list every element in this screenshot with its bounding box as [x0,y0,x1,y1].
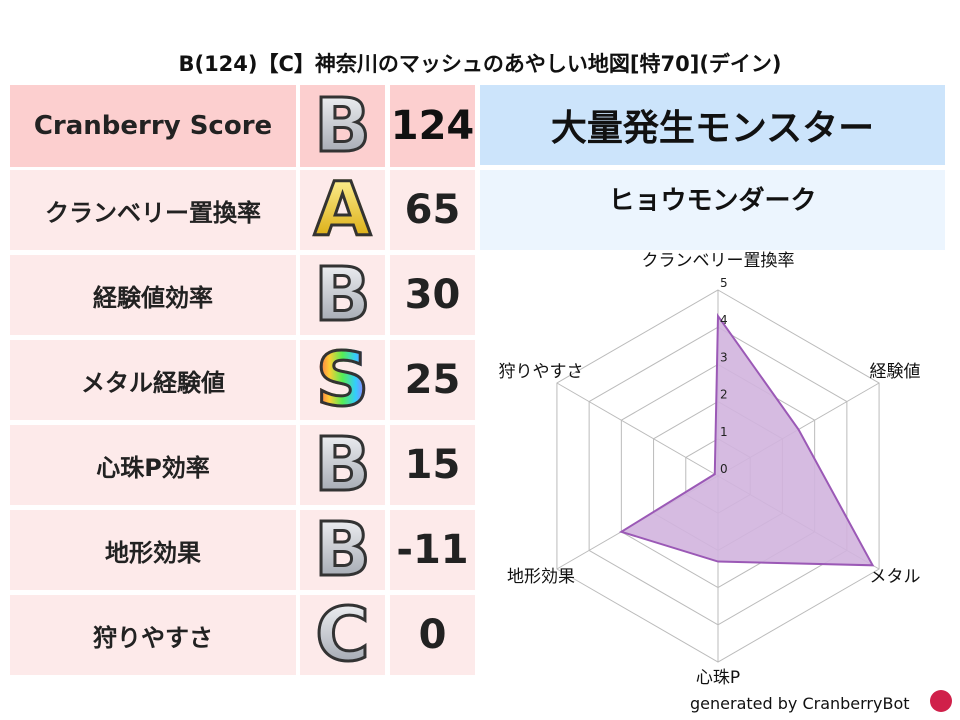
tick-label: 0 [720,462,728,476]
tick-label: 2 [720,388,728,402]
rank-letter-icon: B [313,252,372,338]
row-label: 経験値効率 [10,255,296,335]
rank-letter-icon: B [313,507,372,593]
rank-letter-icon: S [314,337,370,423]
rank-badge: C [300,595,385,675]
rank-badge: B [300,85,385,167]
row-label: 狩りやすさ [10,595,296,675]
rank-letter-icon: A [312,167,372,253]
rank-badge: B [300,510,385,590]
row-value: 15 [390,425,475,505]
row-value: 25 [390,340,475,420]
series-area [618,312,875,567]
grid-spoke [556,382,719,477]
axis-label: 心珠P [696,668,740,688]
axis-label: クランベリー置換率 [642,251,795,271]
tick-label: 1 [720,425,728,439]
tick-label: 5 [720,276,728,290]
rank-badge: S [300,340,385,420]
row-label: 心珠P効率 [10,425,296,505]
rank-letter-icon: B [313,422,372,508]
row-label: クランベリー置換率 [10,170,296,250]
row-value: 124 [390,85,475,167]
row-label: Cranberry Score [10,85,296,167]
footer-credit: generated by CranberryBot [690,694,910,713]
row-value: 0 [390,595,475,675]
axis-label: 地形効果 [507,567,575,587]
rank-badge: A [300,170,385,250]
page-title: B(124)【C】神奈川のマッシュのあやしい地図[特70](デイン) [178,52,782,76]
rank-letter-icon: B [313,83,372,169]
tick-label: 4 [720,313,728,327]
row-label: 地形効果 [10,510,296,590]
row-value: -11 [390,510,475,590]
monster-name: ヒョウモンダーク [480,170,945,250]
rank-letter-icon: C [314,592,371,678]
rank-badge: B [300,255,385,335]
axis-label: メタル [870,567,921,587]
monster-header: 大量発生モンスター [480,85,945,165]
axis-label: 狩りやすさ [499,362,584,382]
rank-badge: B [300,425,385,505]
tick-label: 3 [720,350,728,364]
row-label: メタル経験値 [10,340,296,420]
axis-label: 経験値 [870,362,921,382]
row-value: 65 [390,170,475,250]
row-value: 30 [390,255,475,335]
cranberry-bot-icon [930,690,952,712]
